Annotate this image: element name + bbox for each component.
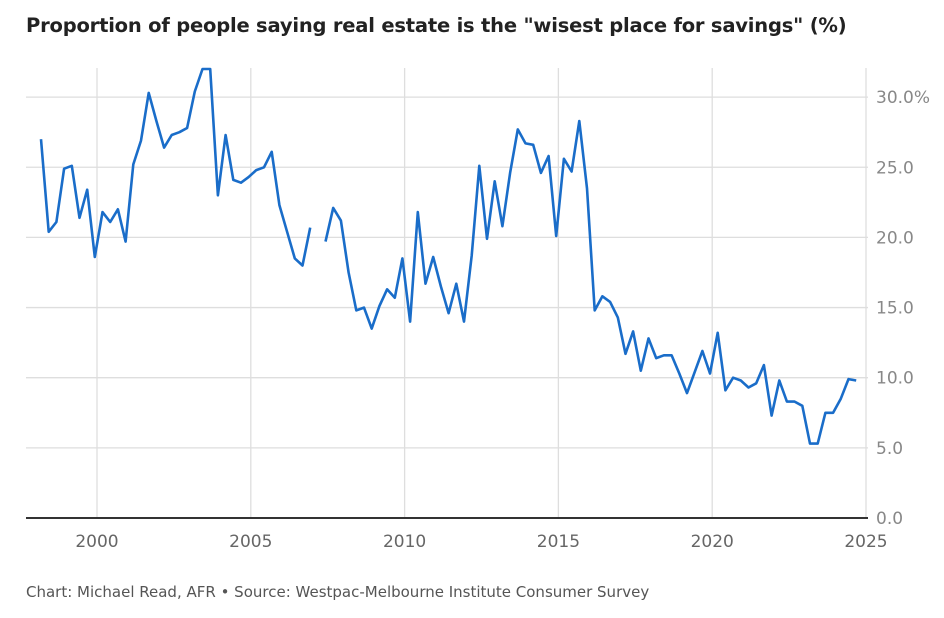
chart-source-credit: Chart: Michael Read, AFR • Source: Westp… (26, 583, 650, 601)
y-tick-label: 15.0 (876, 299, 914, 319)
x-tick-label: 2005 (229, 532, 272, 552)
y-tick-label: 25.0 (876, 158, 914, 178)
y-tick-label: 5.0 (876, 439, 903, 459)
x-tick-label: 2020 (691, 532, 734, 552)
chart-title: Proportion of people saying real estate … (26, 14, 847, 37)
x-tick-label: 2025 (844, 532, 887, 552)
y-tick-label: 30.0% (876, 88, 930, 108)
y-tick-label: 10.0 (876, 369, 914, 389)
data-line-segment (324, 119, 857, 445)
y-tick-label: 0.0 (876, 509, 903, 529)
x-tick-label: 2000 (75, 532, 118, 552)
x-tick-label: 2015 (537, 532, 580, 552)
x-tick-label: 2010 (383, 532, 426, 552)
data-line-segment (39, 67, 312, 267)
y-tick-label: 20.0 (876, 228, 914, 248)
